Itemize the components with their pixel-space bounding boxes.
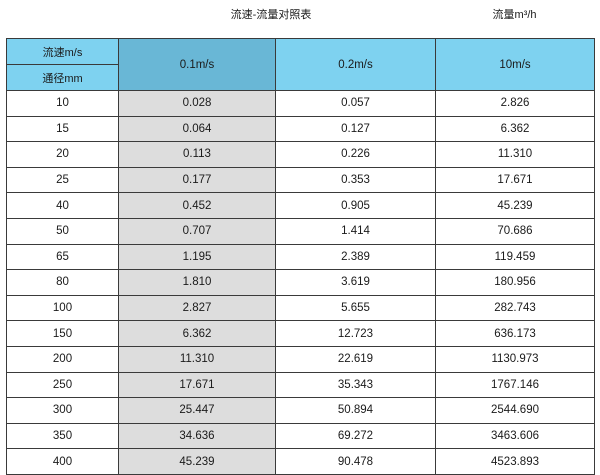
cell-flow-2: 1767.146 <box>435 371 595 399</box>
cell-flow-1: 12.723 <box>275 320 436 347</box>
cell-diameter: 150 <box>6 320 119 347</box>
table-row: 40 0.452 0.905 45.239 <box>6 192 595 219</box>
header-velocity-0-1: 0.1m/s <box>118 38 276 91</box>
cell-diameter: 250 <box>6 371 119 399</box>
cell-diameter: 350 <box>6 422 119 450</box>
flow-unit-label: 流量m³/h <box>492 9 537 21</box>
cell-flow-1: 1.414 <box>275 217 436 245</box>
cell-diameter: 40 <box>6 192 119 219</box>
cell-flow-2: 45.239 <box>435 192 595 219</box>
cell-flow-2: 2544.690 <box>435 397 595 424</box>
cell-flow-0: 2.827 <box>118 294 276 322</box>
table-row: 15 0.064 0.127 6.362 <box>6 115 595 143</box>
table-row: 250 17.671 35.343 1767.146 <box>6 371 595 399</box>
header-velocity-0-2: 0.2m/s <box>275 38 436 91</box>
cell-flow-2: 3463.606 <box>435 422 595 450</box>
cell-flow-0: 1.810 <box>118 269 276 296</box>
table-header-row-bottom: 通径mm <box>6 64 595 91</box>
cell-flow-1: 50.894 <box>275 397 436 424</box>
velocity-flow-table: 流速m/s 0.1m/s 0.2m/s 10m/s 通径mm 10 0.028 0.… <box>6 38 595 475</box>
table-row: 150 6.362 12.723 636.173 <box>6 320 595 347</box>
cell-flow-0: 6.362 <box>118 320 276 347</box>
table-row: 20 0.113 0.226 11.310 <box>6 141 595 168</box>
header-velocity-label: 流速m/s <box>6 38 119 65</box>
table-row: 80 1.810 3.619 180.956 <box>6 269 595 296</box>
cell-flow-2: 70.686 <box>435 217 595 245</box>
header-velocity-10: 10m/s <box>435 38 595 91</box>
cell-flow-1: 22.619 <box>275 345 436 373</box>
cell-flow-0: 0.452 <box>118 192 276 219</box>
cell-diameter: 50 <box>6 217 119 245</box>
cell-flow-2: 119.459 <box>435 243 595 271</box>
cell-diameter: 400 <box>6 448 119 475</box>
cell-diameter: 15 <box>6 115 119 143</box>
cell-diameter: 20 <box>6 141 119 168</box>
cell-flow-1: 35.343 <box>275 371 436 399</box>
cell-flow-0: 45.239 <box>118 448 276 475</box>
table-row: 300 25.447 50.894 2544.690 <box>6 397 595 424</box>
header-diameter-label: 通径mm <box>6 64 119 91</box>
cell-flow-2: 1130.973 <box>435 345 595 373</box>
cell-flow-2: 17.671 <box>435 166 595 194</box>
table-row: 100 2.827 5.655 282.743 <box>6 294 595 322</box>
cell-flow-2: 4523.893 <box>435 448 595 475</box>
cell-flow-2: 11.310 <box>435 141 595 168</box>
cell-diameter: 65 <box>6 243 119 271</box>
cell-flow-2: 636.173 <box>435 320 595 347</box>
cell-flow-0: 0.707 <box>118 217 276 245</box>
cell-flow-0: 0.177 <box>118 166 276 194</box>
table-row: 50 0.707 1.414 70.686 <box>6 217 595 245</box>
cell-flow-0: 1.195 <box>118 243 276 271</box>
velocity-flow-table-container: 流速m/s 0.1m/s 0.2m/s 10m/s 通径mm 10 0.028 0.… <box>6 38 595 475</box>
cell-flow-1: 3.619 <box>275 269 436 296</box>
cell-flow-1: 69.272 <box>275 422 436 450</box>
cell-diameter: 25 <box>6 166 119 194</box>
table-row: 350 34.636 69.272 3463.606 <box>6 422 595 450</box>
cell-flow-0: 0.064 <box>118 115 276 143</box>
chart-title: 流速-流量对照表 <box>230 9 312 21</box>
cell-flow-1: 5.655 <box>275 294 436 322</box>
cell-diameter: 80 <box>6 269 119 296</box>
cell-flow-0: 0.113 <box>118 141 276 168</box>
cell-flow-1: 90.478 <box>275 448 436 475</box>
cell-diameter: 100 <box>6 294 119 322</box>
table-header-row-top: 流速m/s 0.1m/s 0.2m/s 10m/s <box>6 38 595 91</box>
cell-flow-0: 17.671 <box>118 371 276 399</box>
table-row: 400 45.239 90.478 4523.893 <box>6 448 595 475</box>
cell-flow-0: 0.028 <box>118 90 276 117</box>
cell-flow-0: 34.636 <box>118 422 276 450</box>
cell-flow-2: 282.743 <box>435 294 595 322</box>
cell-flow-0: 25.447 <box>118 397 276 424</box>
cell-flow-2: 2.826 <box>435 90 595 117</box>
cell-flow-1: 2.389 <box>275 243 436 271</box>
cell-flow-1: 0.226 <box>275 141 436 168</box>
table-row: 25 0.177 0.353 17.671 <box>6 166 595 194</box>
cell-flow-1: 0.353 <box>275 166 436 194</box>
cell-flow-1: 0.127 <box>275 115 436 143</box>
table-row: 65 1.195 2.389 119.459 <box>6 243 595 271</box>
cell-flow-2: 6.362 <box>435 115 595 143</box>
cell-diameter: 200 <box>6 345 119 373</box>
cell-flow-1: 0.057 <box>275 90 436 117</box>
table-row: 200 11.310 22.619 1130.973 <box>6 345 595 373</box>
cell-flow-0: 11.310 <box>118 345 276 373</box>
table-row: 10 0.028 0.057 2.826 <box>6 90 595 117</box>
cell-diameter: 10 <box>6 90 119 117</box>
cell-diameter: 300 <box>6 397 119 424</box>
cell-flow-1: 0.905 <box>275 192 436 219</box>
cell-flow-2: 180.956 <box>435 269 595 296</box>
